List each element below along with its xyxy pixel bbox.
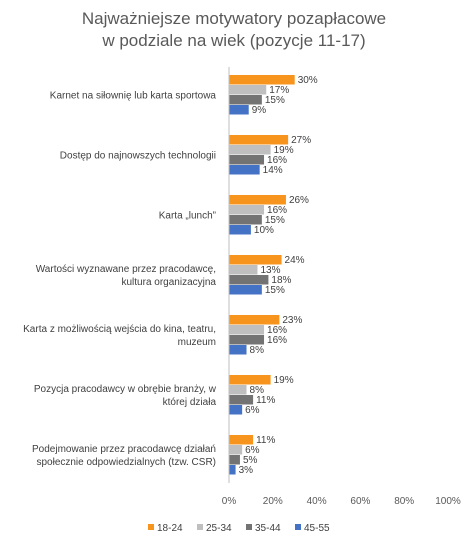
data-label: 11% — [256, 435, 275, 446]
chart-title-line: Najważniejsze motywatory pozapłacowe — [82, 9, 386, 28]
bar — [229, 405, 243, 415]
data-label: 6% — [245, 445, 260, 456]
bar — [229, 385, 247, 395]
bar — [229, 225, 251, 235]
category-label: Karta z możliwością wejścia do kina, tea… — [23, 324, 216, 335]
x-axis: 0% 20% 40% 60% 80% 100% — [222, 67, 461, 507]
data-label: 18% — [271, 275, 291, 286]
data-label: 11% — [256, 395, 275, 406]
category-label: Wartości wyznawane przez pracodawcę, — [36, 264, 216, 275]
data-label: 17% — [269, 85, 289, 96]
x-tick-label: 80% — [394, 496, 414, 507]
bar — [229, 285, 262, 295]
data-label: 14% — [263, 165, 283, 176]
bar — [229, 435, 254, 445]
chart-title: Najważniejsze motywatory pozapłacowe w po… — [82, 9, 386, 50]
data-label: 27% — [291, 135, 311, 146]
bar — [229, 85, 267, 95]
data-label: 16% — [267, 335, 287, 346]
category-label: społecznie odpowiedzialnych (tzw. CSR) — [36, 457, 216, 468]
data-label: 6% — [245, 405, 260, 416]
data-label: 10% — [254, 225, 274, 236]
x-tick-label: 100% — [435, 496, 461, 507]
data-label: 23% — [282, 315, 302, 326]
category-labels: Karnet na siłownię lub karta sportowa Dos… — [23, 91, 217, 469]
category-label: Pozycja pracodawcy w obrębie branży, w — [34, 384, 217, 395]
bars: 30%17%15%9%27%19%16%14%26%16%15%10%24%13… — [229, 75, 318, 476]
bar — [229, 155, 265, 165]
bar — [229, 445, 243, 455]
data-label: 19% — [274, 145, 294, 156]
category-label: Dostęp do najnowszych technologii — [60, 151, 216, 162]
bar — [229, 215, 262, 225]
bar — [229, 275, 269, 285]
data-label: 15% — [265, 215, 285, 226]
category-label: muzeum — [178, 337, 216, 348]
category-label: Karta „lunch” — [159, 211, 216, 222]
data-label: 9% — [252, 105, 267, 116]
bar — [229, 375, 271, 385]
data-label: 5% — [243, 455, 258, 466]
bar — [229, 95, 262, 105]
category-label: kultura organizacyjna — [122, 277, 217, 288]
legend-label: 18-24 — [157, 523, 183, 534]
bar — [229, 135, 289, 145]
legend-label: 45-55 — [304, 523, 330, 534]
bar — [229, 165, 260, 175]
bar — [229, 145, 271, 155]
data-label: 13% — [260, 265, 280, 276]
legend-swatch — [148, 524, 154, 530]
data-label: 8% — [250, 345, 265, 356]
data-label: 16% — [267, 155, 287, 166]
bar — [229, 395, 254, 405]
x-tick-label: 20% — [263, 496, 283, 507]
legend-label: 35-44 — [255, 523, 281, 534]
data-label: 30% — [298, 75, 318, 86]
bar — [229, 345, 247, 355]
category-label: której działa — [163, 397, 217, 408]
bar — [229, 255, 282, 265]
category-label: Podejmowanie przez pracodawcę działań — [32, 444, 216, 455]
data-label: 16% — [267, 205, 287, 216]
bar — [229, 105, 249, 115]
data-label: 26% — [289, 195, 309, 206]
data-label: 3% — [239, 465, 254, 476]
data-label: 16% — [267, 325, 287, 336]
data-label: 15% — [265, 95, 285, 106]
data-label: 19% — [274, 375, 294, 386]
bar — [229, 325, 265, 335]
legend-swatch — [246, 524, 252, 530]
legend: 18-24 25-34 35-44 45-55 — [148, 523, 330, 534]
x-tick-label: 60% — [350, 496, 370, 507]
legend-swatch — [197, 524, 203, 530]
legend-label: 25-34 — [206, 523, 232, 534]
bar — [229, 205, 265, 215]
bar — [229, 265, 258, 275]
bar — [229, 335, 265, 345]
x-tick-label: 0% — [222, 496, 237, 507]
bar — [229, 465, 236, 475]
bar — [229, 75, 295, 85]
bar — [229, 315, 280, 325]
data-label: 24% — [285, 255, 305, 266]
chart-title-line: w podziale na wiek (pozycje 11-17) — [101, 31, 365, 50]
data-label: 15% — [265, 285, 285, 296]
category-label: Karnet na siłownię lub karta sportowa — [50, 91, 217, 102]
data-label: 8% — [250, 385, 265, 396]
x-tick-label: 40% — [307, 496, 327, 507]
bar — [229, 195, 286, 205]
legend-swatch — [295, 524, 301, 530]
bar — [229, 455, 240, 465]
